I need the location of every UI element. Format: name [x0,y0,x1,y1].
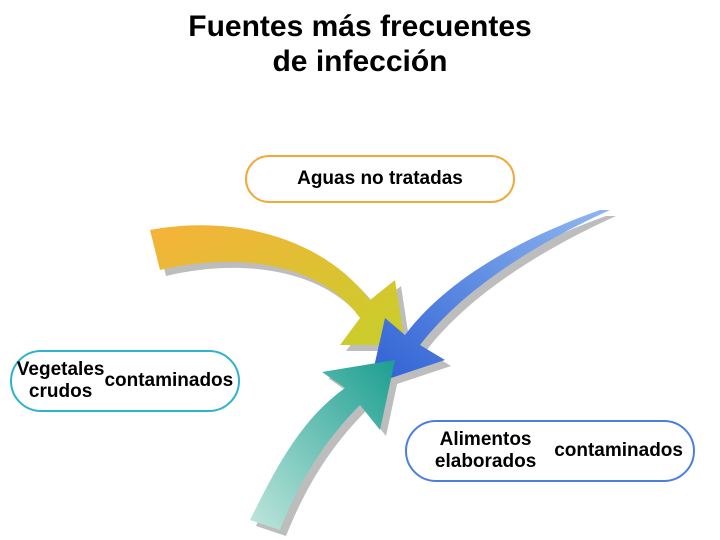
bubble-aguas: Aguas no tratadas [245,155,515,203]
bubble-vegetales: Vegetales crudoscontaminados [10,350,240,412]
diagram-stage: Fuentes más frecuentes de infección [0,0,720,540]
arrow-teal-icon [250,360,395,530]
bubble-alimentos: Alimentos elaboradoscontaminados [405,420,695,482]
arrow-yellow-icon [150,225,405,345]
